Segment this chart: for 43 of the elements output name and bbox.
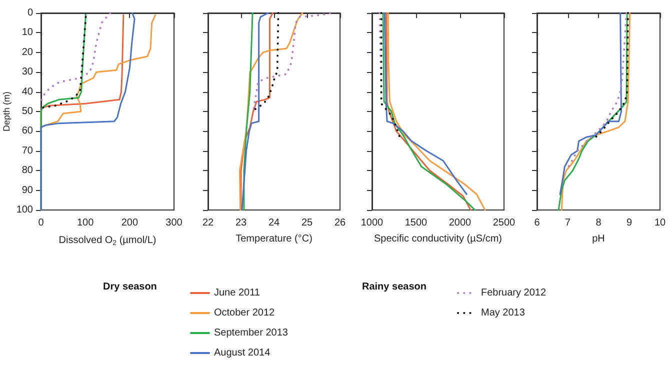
legend-label: June 2011 xyxy=(214,288,260,298)
y-tick-label: 100 xyxy=(16,204,34,216)
x-tick-label: 23 xyxy=(235,218,247,228)
x-tick-label: 25 xyxy=(301,218,313,228)
text: Rainy season xyxy=(362,282,426,292)
line-series xyxy=(42,16,87,109)
x-tick-label: 2000 xyxy=(448,218,472,228)
x-tick-label: 300 xyxy=(166,218,183,228)
legend-label: October 2012 xyxy=(214,308,276,318)
y-tick-label: 70 xyxy=(22,145,34,156)
x-tick-label: 8 xyxy=(596,218,602,228)
y-tick-label: 80 xyxy=(22,165,34,176)
x-tick-label: 0 xyxy=(38,218,44,228)
x-tick-label: 200 xyxy=(121,218,138,228)
x-tick-label: 1500 xyxy=(404,218,428,228)
x-axis-title: pH xyxy=(592,234,605,244)
x-tick-label: 10 xyxy=(654,218,666,228)
x-axis-title: Specific conductivity (µS/cm) xyxy=(374,234,502,244)
y-tick-label: 50 xyxy=(22,106,34,117)
x-tick-label: 22 xyxy=(202,218,214,228)
x-axis-title: Temperature (°C) xyxy=(236,234,312,244)
legend-label: September 2013 xyxy=(214,328,288,338)
y-tick-label: 40 xyxy=(22,86,34,98)
x-tick-label: 2500 xyxy=(492,218,516,228)
y-tick-label: 0 xyxy=(27,8,34,18)
legend-label: May 2013 xyxy=(481,308,526,318)
legend-label: February 2012 xyxy=(481,288,546,298)
x-tick-label: 100 xyxy=(76,218,94,228)
x-tick-label: 9 xyxy=(626,218,632,228)
text: Dry season xyxy=(103,282,157,292)
y-tick-label: 20 xyxy=(22,46,34,58)
y-tick-label: 90 xyxy=(22,184,34,196)
x-tick-label: 7 xyxy=(564,218,571,228)
x-tick-label: 6 xyxy=(534,218,540,228)
x-tick-label: 1000 xyxy=(360,218,384,228)
y-axis-title: Depth (m) xyxy=(2,91,12,132)
legend-label: August 2014 xyxy=(214,348,271,358)
x-tick-label: 24 xyxy=(268,218,280,228)
y-tick-label: 60 xyxy=(22,126,34,137)
line-series xyxy=(40,12,112,103)
y-tick-label: 10 xyxy=(22,27,34,38)
y-tick-label: 30 xyxy=(22,66,34,78)
x-tick-label: 26 xyxy=(334,218,346,228)
